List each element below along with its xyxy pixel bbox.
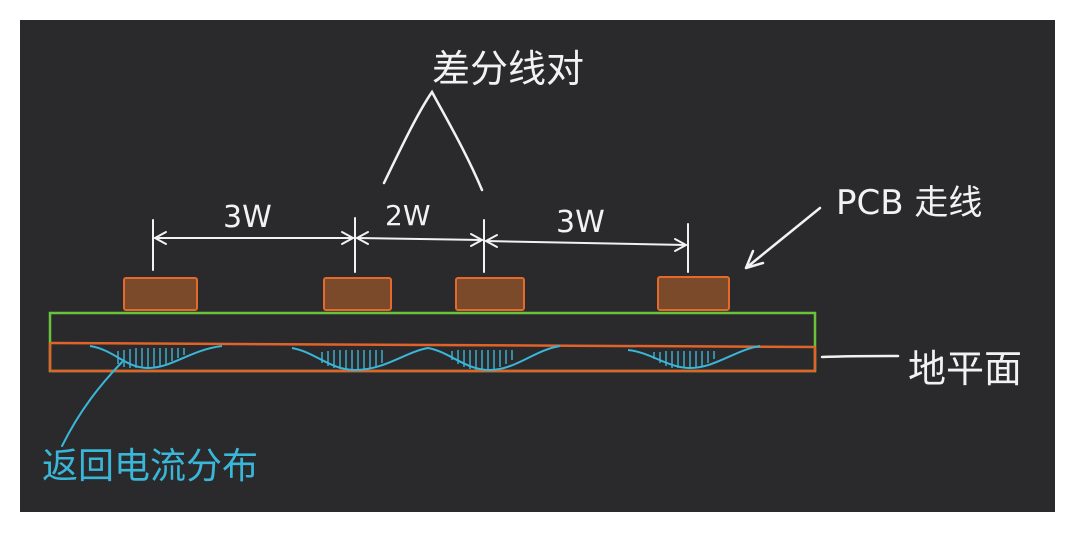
pcb-trace-pointer — [744, 206, 822, 270]
title-pointer — [382, 89, 484, 192]
return-current-pointer — [61, 361, 123, 447]
dimension-right-label: 3W — [556, 205, 605, 240]
ground-layer-top-edge — [49, 341, 816, 349]
dimension-pair-arrow-end — [470, 233, 485, 247]
pcb-traces — [123, 276, 730, 311]
dimension-pair-label: 2W — [385, 199, 431, 232]
pcb-trace-right — [657, 276, 730, 311]
current-hatching — [117, 348, 715, 370]
title-label: 差分线对 — [432, 47, 584, 91]
current-curve-2 — [291, 345, 561, 372]
ground-plane-label: 地平面 — [908, 347, 1022, 391]
pcb-trace-left — [123, 277, 198, 311]
pcb-trace-pair-right — [455, 277, 525, 311]
dimension-left-label: 3W — [223, 200, 272, 235]
dimension-right-arrow-end — [674, 238, 689, 252]
dimension-left-arrow-start — [152, 231, 167, 245]
dimension-pair-arrow-start — [354, 231, 369, 245]
ground-plane-pointer — [820, 354, 900, 359]
dimension-pair-line — [356, 237, 483, 241]
pcb-trace-pair-left — [323, 277, 392, 311]
drawing-canvas — [20, 20, 1055, 512]
return-current-label: 返回电流分布 — [42, 446, 258, 487]
dimension-left-arrow-end — [341, 231, 356, 245]
dimension-lines — [152, 217, 689, 273]
dimension-right-arrow-start — [483, 234, 498, 248]
pcb-trace-label: PCB 走线 — [836, 183, 982, 223]
dielectric-layer — [48, 311, 817, 373]
current-curve-1 — [89, 345, 223, 370]
dimension-right-line — [485, 240, 687, 246]
current-curve-3 — [627, 345, 761, 370]
